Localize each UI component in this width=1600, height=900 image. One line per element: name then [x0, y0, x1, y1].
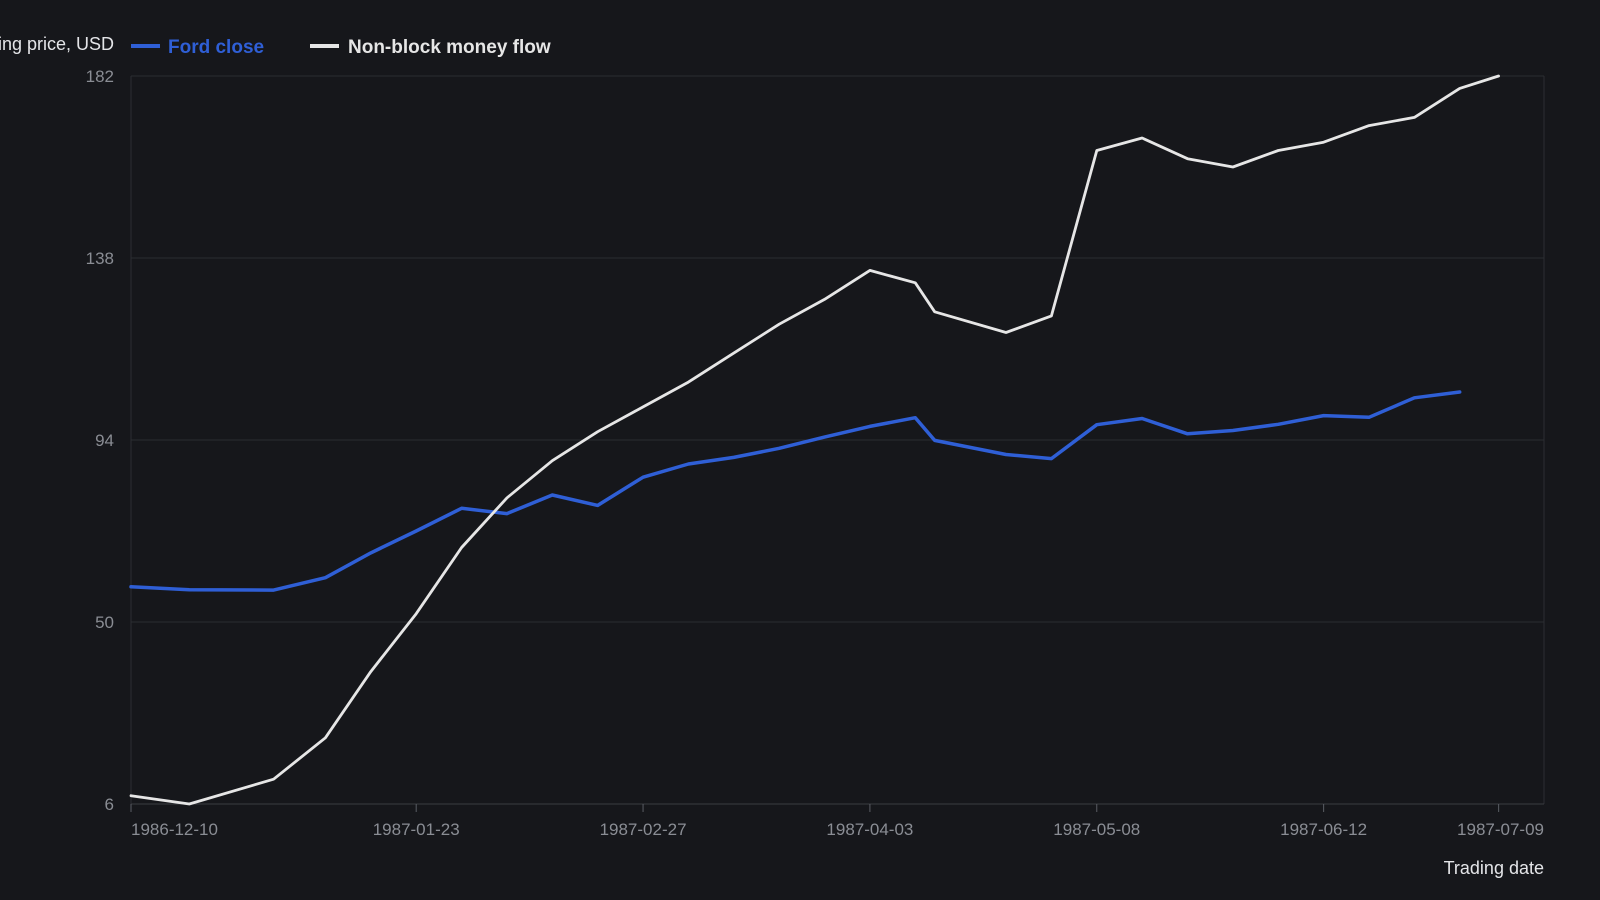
x-tick-label: 1987-06-12 — [1280, 820, 1367, 839]
x-tick-label: 1987-07-09 — [1457, 820, 1544, 839]
y-tick-label: 182 — [86, 67, 114, 86]
y-tick-label: 50 — [95, 613, 114, 632]
y-axis-title: Closing price, USD — [0, 34, 114, 54]
x-tick-label: 1986-12-10 — [131, 820, 218, 839]
money-flow-line — [129, 74, 1500, 806]
x-tick-label: 1987-01-23 — [373, 820, 460, 839]
grid — [131, 75, 1544, 805]
legend-label-ford: Ford close — [168, 37, 264, 58]
series-layer — [129, 74, 1500, 806]
legend: Ford close Non-block money flow — [131, 37, 551, 58]
x-tick-label: 1987-02-27 — [600, 820, 687, 839]
y-tick-label: 6 — [105, 795, 114, 814]
x-axis-title: Trading date — [1444, 858, 1544, 878]
x-tick-label: 1987-05-08 — [1053, 820, 1140, 839]
ford-close-line — [129, 390, 1462, 592]
y-tick-label: 138 — [86, 249, 114, 268]
axes: 6 50 94 138 182 1986-12-10 1987-01-23 1987-02-2… — [86, 67, 1545, 839]
x-tick-label: 1987-04-03 — [826, 820, 913, 839]
legend-label-flow: Non-block money flow — [348, 37, 551, 58]
y-tick-label: 94 — [95, 431, 114, 450]
